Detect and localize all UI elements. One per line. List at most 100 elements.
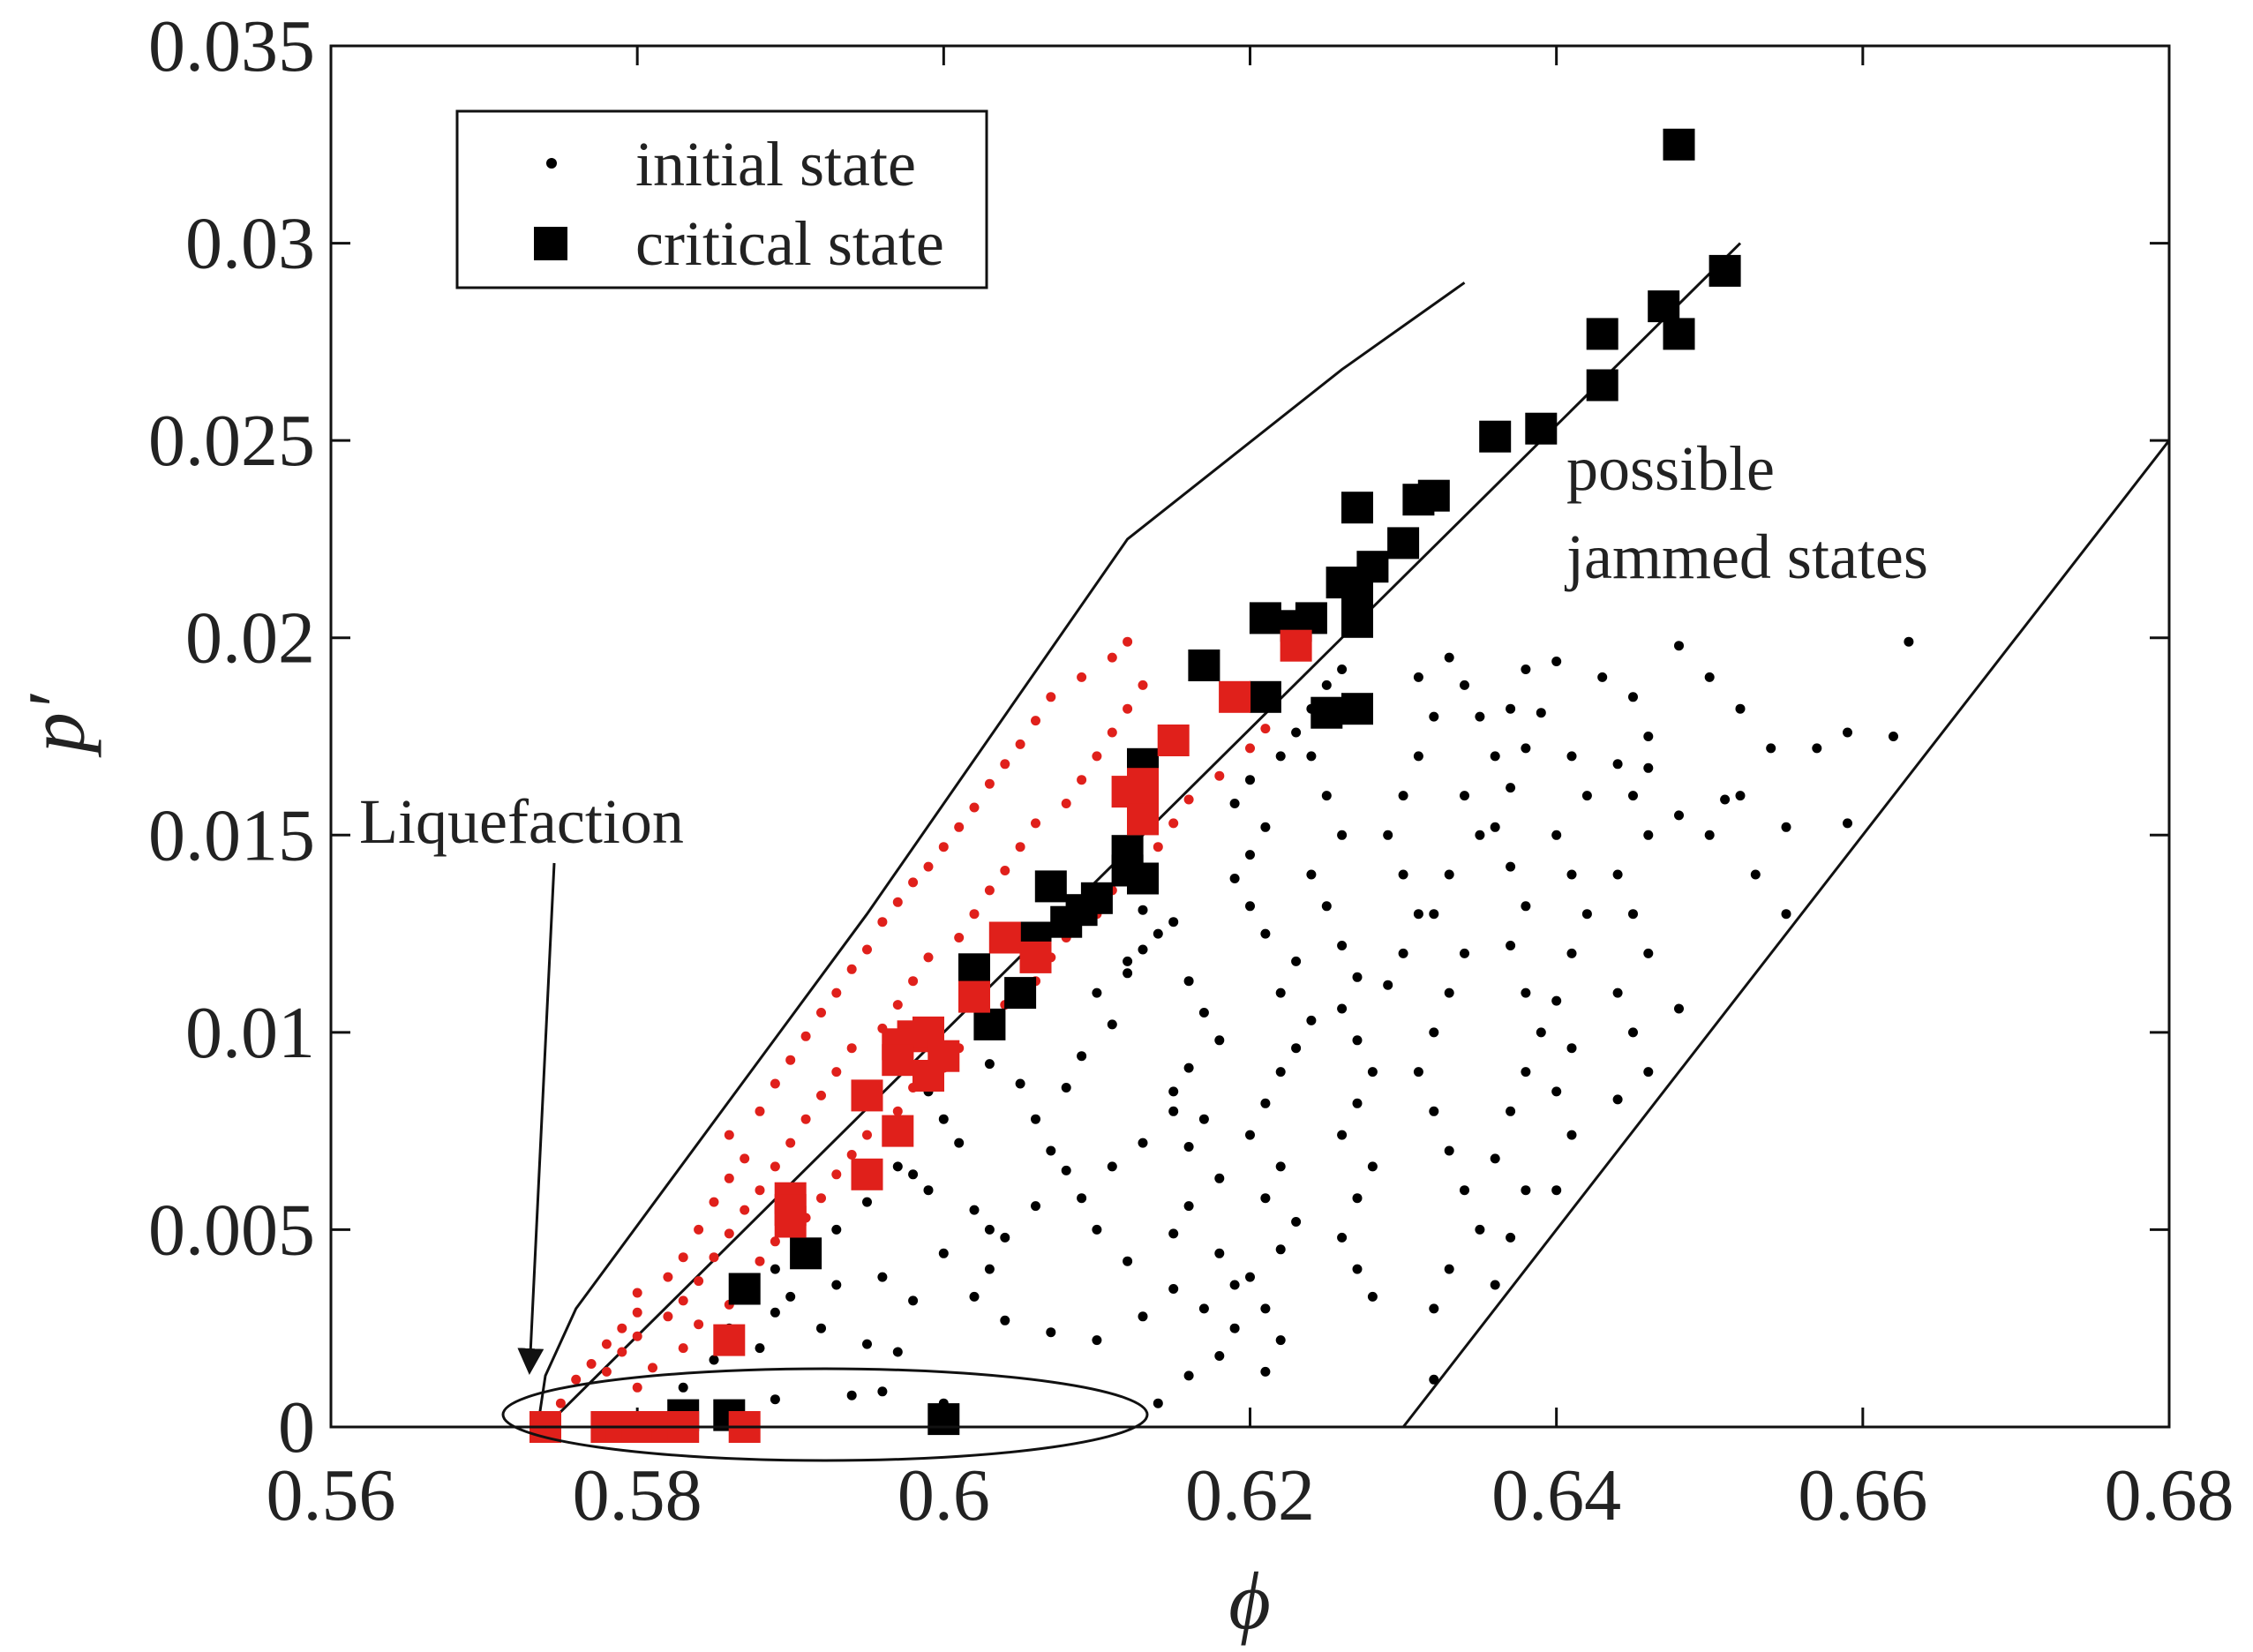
point-initial-state-black- <box>1413 751 1423 762</box>
point-initial-state-black- <box>785 1291 796 1302</box>
square-critical-state-black- <box>973 1008 1006 1040</box>
annotation-jammed-line2: jammed states <box>1564 522 1928 592</box>
point-initial-state-red- <box>632 1331 642 1341</box>
point-initial-state-red- <box>709 1197 719 1207</box>
legend-label-critical: critical state <box>635 208 944 279</box>
square-critical-state-red- <box>1219 680 1251 713</box>
point-initial-state-black- <box>1031 1114 1040 1124</box>
point-initial-state-red- <box>785 1138 796 1148</box>
point-initial-state-red- <box>694 1224 704 1235</box>
point-initial-state-red- <box>785 1055 796 1065</box>
point-initial-state-black- <box>1889 732 1898 741</box>
square-critical-state-black- <box>1341 693 1373 725</box>
square-critical-state-black- <box>1586 369 1618 402</box>
point-initial-state-black- <box>1444 1264 1454 1274</box>
point-initial-state-black- <box>1092 987 1102 998</box>
point-initial-state-black- <box>1061 1083 1071 1093</box>
point-initial-state-red- <box>1183 794 1194 805</box>
point-initial-state-black- <box>846 1390 857 1400</box>
point-initial-state-black- <box>1245 901 1255 912</box>
legend-label-initial: initial state <box>635 129 916 199</box>
point-initial-state-red- <box>954 933 965 942</box>
point-initial-state-black- <box>1475 1224 1485 1235</box>
point-initial-state-black- <box>1183 1063 1194 1073</box>
point-initial-state-black- <box>1046 1145 1056 1156</box>
liquefaction-ellipse <box>501 1367 1149 1462</box>
point-initial-state-red- <box>1107 652 1117 663</box>
square-critical-state-black- <box>1249 680 1281 713</box>
point-initial-state-black- <box>1413 909 1423 920</box>
point-initial-state-red- <box>1214 770 1225 781</box>
point-initial-state-black- <box>1674 810 1684 821</box>
point-initial-state-black- <box>1260 822 1271 832</box>
point-initial-state-black- <box>1229 874 1240 883</box>
point-initial-state-red- <box>1260 724 1271 734</box>
point-initial-state-red- <box>1092 751 1102 762</box>
point-initial-state-black- <box>1429 1303 1439 1314</box>
point-initial-state-black- <box>1168 1284 1179 1294</box>
legend-marker-critical <box>534 227 567 260</box>
point-initial-state-black- <box>831 1280 842 1290</box>
point-initial-state-red- <box>632 1288 642 1298</box>
point-initial-state-red- <box>740 1153 750 1164</box>
point-initial-state-black- <box>1904 636 1914 647</box>
y-tick-label: 0.01 <box>185 992 315 1074</box>
point-initial-state-black- <box>1031 1201 1040 1212</box>
legend: initial state critical state <box>455 109 988 289</box>
point-initial-state-black- <box>1843 727 1852 738</box>
data-points <box>529 128 1914 1443</box>
point-initial-state-black- <box>969 1291 980 1302</box>
point-initial-state-black- <box>1306 1015 1317 1025</box>
point-initial-state-red- <box>908 976 919 987</box>
point-initial-state-black- <box>1245 850 1255 860</box>
y-tick-label: 0.02 <box>185 597 315 680</box>
point-initial-state-red- <box>770 1161 780 1172</box>
square-critical-state-black- <box>1525 412 1558 445</box>
point-initial-state-black- <box>1460 948 1469 958</box>
square-critical-state-black- <box>1341 605 1373 638</box>
point-initial-state-black- <box>1275 1067 1286 1078</box>
x-tick-label: 0.6 <box>897 1454 990 1536</box>
point-initial-state-black- <box>755 1343 765 1354</box>
point-initial-state-black- <box>1138 1311 1148 1322</box>
square-critical-state-black- <box>958 953 990 986</box>
line-lower-bound <box>1401 439 2169 1427</box>
square-critical-state-red- <box>851 1079 883 1112</box>
point-initial-state-black- <box>1183 1370 1194 1381</box>
point-initial-state-black- <box>1321 901 1332 912</box>
point-initial-state-black- <box>1352 1035 1363 1046</box>
square-critical-state-black- <box>1417 479 1450 512</box>
point-initial-state-red- <box>586 1359 597 1369</box>
point-initial-state-black- <box>1643 830 1654 840</box>
square-critical-state-black- <box>1648 290 1680 323</box>
point-initial-state-black- <box>1643 948 1654 958</box>
point-initial-state-red- <box>617 1347 627 1357</box>
point-initial-state-black- <box>1337 830 1348 840</box>
point-initial-state-red- <box>770 1078 780 1089</box>
point-initial-state-black- <box>1183 976 1194 987</box>
point-initial-state-black- <box>1460 1185 1469 1196</box>
point-initial-state-black- <box>1198 1303 1209 1314</box>
point-initial-state-black- <box>1735 791 1746 801</box>
square-critical-state-red- <box>1280 629 1312 662</box>
square-critical-state-red- <box>1127 768 1159 800</box>
point-initial-state-black- <box>1674 1003 1684 1014</box>
point-initial-state-black- <box>1643 1067 1654 1078</box>
point-initial-state-black- <box>1183 1201 1194 1212</box>
point-initial-state-black- <box>770 1264 780 1274</box>
point-initial-state-black- <box>862 1339 872 1349</box>
square-critical-state-black- <box>1341 492 1373 524</box>
point-initial-state-red- <box>1046 692 1056 702</box>
point-initial-state-red- <box>678 1252 688 1263</box>
point-initial-state-black- <box>1750 869 1761 880</box>
point-initial-state-black- <box>1367 1067 1378 1078</box>
point-initial-state-red- <box>954 822 965 832</box>
point-initial-state-black- <box>1245 775 1255 785</box>
point-initial-state-red- <box>724 1228 734 1239</box>
square-critical-state-black- <box>1709 254 1741 287</box>
point-initial-state-black- <box>1444 652 1454 663</box>
point-initial-state-black- <box>1260 1193 1271 1204</box>
point-initial-state-black- <box>1168 917 1179 927</box>
point-initial-state-black- <box>1643 732 1654 741</box>
point-initial-state-black- <box>1551 830 1562 840</box>
